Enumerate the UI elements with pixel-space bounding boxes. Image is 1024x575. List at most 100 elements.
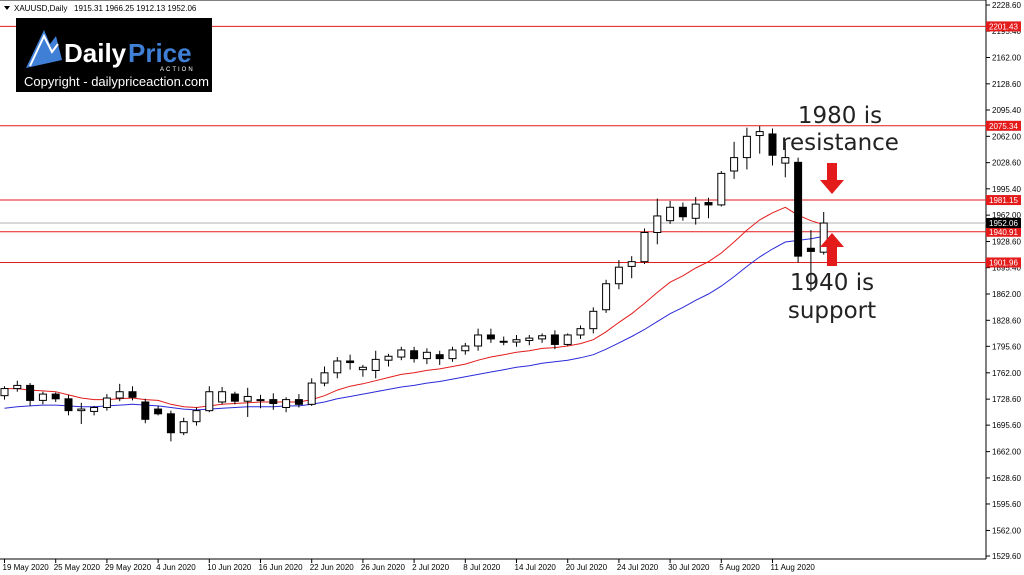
candle [256,394,265,409]
candle-body-bear [768,133,777,156]
x-tick-label: 19 May 2020 [3,563,50,572]
logo: Daily Price ACTION Copyright - dailypric… [16,18,212,92]
chart-header: XAUUSD,Daily 1915.31 1966.25 1912.13 195… [4,4,197,13]
candle [218,386,227,405]
candle-body-bear [486,334,495,340]
y-tick-label: 2195.40 [992,27,1021,36]
candle-body-bull [77,408,86,412]
candle-body-bull [627,261,636,267]
candle [282,397,291,413]
candle [422,348,431,365]
y-tick-label: 1928.60 [992,237,1021,246]
level-label-bg [986,120,1021,131]
current-price-label-text: 1952.06 [989,219,1018,228]
y-tick-label: 1795.60 [992,342,1021,351]
candle [384,353,393,367]
support-text-line2: support [788,298,876,324]
logo-brand-main: Daily [64,38,127,68]
candle-body-bull [563,334,572,345]
dropdown-triangle-icon[interactable] [4,6,10,10]
candle [230,391,239,405]
level-price-labels: 2201.43 2075.34 1981.15 1940.91 1901.96 [986,21,1021,268]
ema-slow-line [4,235,824,411]
candle-body-bear [51,393,60,400]
candle-body-bull [614,266,623,285]
candle-body-bull [358,366,367,371]
candle-body-bull [755,131,764,137]
current-price-label-bg [986,217,1021,228]
ohlc-values: 1915.31 1966.25 1912.13 1952.06 [74,4,197,13]
candle [653,198,662,245]
candle [474,328,483,351]
symbol-label: XAUUSD,Daily [14,4,67,13]
candle [602,279,611,313]
candle-body-bull [538,335,547,340]
x-tick-label: 22 Jun 2020 [310,563,355,572]
logo-brand-sub: ACTION [160,67,195,73]
y-tick-label: 2228.60 [992,1,1021,10]
candle [179,417,188,436]
candle [640,228,649,265]
candle [0,386,9,400]
candle [320,366,329,387]
candle [166,410,175,442]
candle-body-bear [410,350,419,360]
candle [781,141,790,178]
x-tick-label: 4 Jun 2020 [156,563,196,572]
candle-body-bull [192,410,201,423]
y-tick-label: 2128.60 [992,80,1021,89]
arrow-down-icon [820,163,844,194]
candle-body-bull [576,328,585,336]
current-price-label: 1952.06 [986,217,1021,228]
candle [90,405,99,416]
ema-fast-line [4,206,824,409]
candle-body-bull [461,345,470,352]
candle-body-bull [589,310,598,330]
candle-body-bear [269,399,278,405]
candle-body-bear [794,161,803,257]
resistance-text-line2: resistance [781,130,899,156]
candle [410,346,419,363]
candle-body-bull [320,372,329,384]
level-label-text: 2075.34 [989,122,1018,131]
y-tick-label: 2095.40 [992,106,1021,115]
candle-body-bull [384,355,393,361]
y-tick-label: 2062.00 [992,132,1021,141]
level-label-text: 2201.43 [989,22,1018,31]
logo-copyright: Copyright - dailypriceaction.com [24,74,209,89]
y-tick-label: 1728.60 [992,395,1021,404]
candle [77,402,86,425]
y-tick-label: 1862.00 [992,290,1021,299]
logo-swoosh-icon [26,30,62,68]
y-tick-label: 1895.40 [992,264,1021,273]
x-tick-label: 2 Jul 2020 [412,563,449,572]
candle-body-bull [742,135,751,159]
candle-body-bull [525,337,534,341]
candle-body-bear [230,393,239,402]
candle [550,330,559,350]
candle [38,391,47,405]
candle-body-bull [512,339,521,343]
candle [525,334,534,346]
moving-averages [4,206,824,411]
candle [678,202,687,221]
candle [806,230,815,292]
candle [627,256,636,279]
y-tick-label: 1662.00 [992,448,1021,457]
candle-body-bull [102,397,111,408]
level-label-bg [986,257,1021,268]
y-tick-label: 1828.60 [992,316,1021,325]
candle [358,364,367,377]
time-axis[interactable]: 19 May 2020 25 May 2020 29 May 2020 4 Jun 2… [3,559,816,572]
price-axis[interactable]: 2228.60 2195.40 2162.00 2128.60 2095.40 2062.… [986,1,1021,561]
candle-body-bull [474,334,483,347]
candle-body-bull [602,283,611,311]
candle-body-bear [499,340,508,343]
candle-body-bull [717,172,726,206]
candle-body-bull [371,358,380,371]
candle-body-bear [346,360,355,364]
logo-brand-accent: Price [128,38,192,68]
candle [589,307,598,334]
candle-body-bull [256,399,265,402]
